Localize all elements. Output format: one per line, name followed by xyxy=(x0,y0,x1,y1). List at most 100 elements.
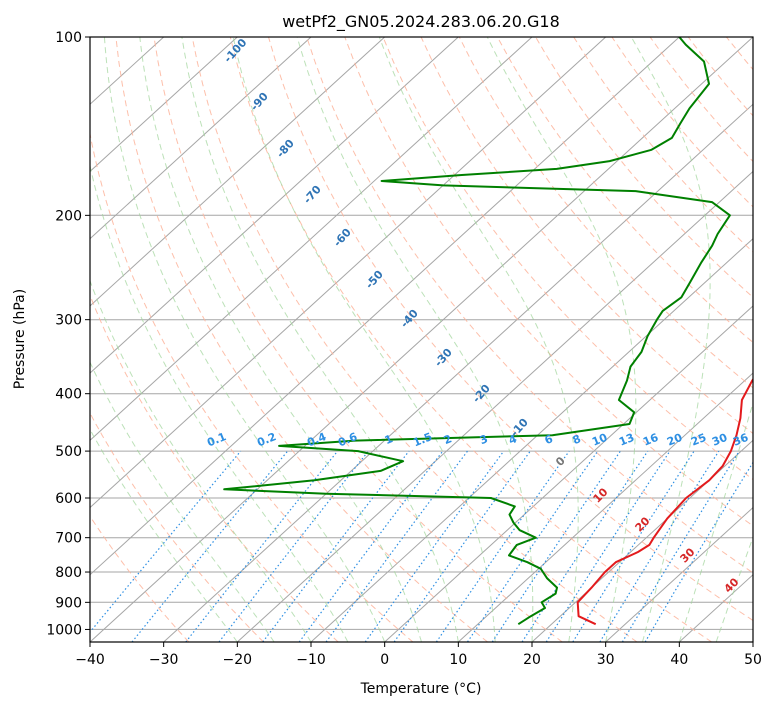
y-tick-label: 300 xyxy=(55,313,82,329)
y-tick-label: 200 xyxy=(55,208,82,224)
dry-adiabat-label: -80 xyxy=(274,137,297,161)
dry-adiabat-line xyxy=(153,37,563,642)
y-tick-label: 400 xyxy=(55,387,82,403)
isotherm-line xyxy=(90,37,753,642)
moist-adiabat-line xyxy=(378,37,579,642)
moist-adiabat-line xyxy=(90,428,238,642)
x-tick-label: −30 xyxy=(149,652,179,668)
dry-adiabat-line xyxy=(90,412,264,642)
y-tick-label: 700 xyxy=(55,531,82,547)
isotherm-line xyxy=(457,372,753,642)
mixing-ratio-label: 10 xyxy=(590,431,609,449)
chart-title: wetPf2_GN05.2024.283.06.20.G18 xyxy=(282,12,560,32)
moist-adiabat-label: 0 xyxy=(553,454,568,469)
dry-adiabat-line xyxy=(306,37,753,574)
y-tick-label: 800 xyxy=(55,565,82,581)
y-tick-label: 100 xyxy=(55,30,82,46)
moist-adiabat-line xyxy=(715,535,753,642)
mixing-ratio-label: 8 xyxy=(571,432,583,447)
isotherm-line xyxy=(752,641,753,642)
y-tick-label: 900 xyxy=(55,595,82,611)
y-tick-label: 600 xyxy=(55,491,82,507)
mixing-ratio-label: 3 xyxy=(478,432,490,447)
moist-adiabat-label: 20 xyxy=(633,514,653,534)
isotherm-line xyxy=(310,237,753,642)
dry-adiabat-line xyxy=(90,515,190,642)
x-axis: −40 −30 −20 −10 0 10 20 30 40 50 xyxy=(75,642,762,668)
dry-adiabat-line xyxy=(420,37,753,435)
isotherm-line xyxy=(90,37,312,240)
mixing-ratio-line xyxy=(435,450,570,642)
isotherm-line xyxy=(90,37,533,442)
dry-adiabat-label: -20 xyxy=(470,382,493,406)
dry-adiabat-line xyxy=(496,37,753,344)
plot-frame xyxy=(89,36,754,643)
mixing-ratio-line xyxy=(621,450,740,642)
isotherm-line xyxy=(384,305,753,642)
dry-adiabat-line xyxy=(649,37,753,163)
isotherm-line xyxy=(90,37,459,374)
isotherm-line xyxy=(90,37,607,509)
mixing-ratio-line xyxy=(393,450,531,642)
x-tick-label: 30 xyxy=(597,652,615,668)
dry-adiabat-label: -100 xyxy=(221,36,249,65)
moist-adiabat-line xyxy=(90,163,349,642)
dry-adiabat-line xyxy=(687,37,753,117)
y-tick-label: 1000 xyxy=(46,622,82,638)
dry-adiabat-line xyxy=(726,37,753,71)
moist-adiabat-line xyxy=(630,37,711,642)
moist-adiabat-line xyxy=(181,37,459,642)
mixing-ratio-label: 13 xyxy=(617,431,636,449)
mixing-ratio-label: 2 xyxy=(442,432,454,447)
dry-adiabat-label: -40 xyxy=(398,307,421,331)
mixing-ratio-line xyxy=(599,450,720,642)
y-axis: 100 200 300 400 500 600 700 800 900 1000 xyxy=(46,30,90,638)
isotherm-line xyxy=(163,103,753,642)
x-tick-label: −40 xyxy=(75,652,105,668)
moist-adiabat-label: 40 xyxy=(722,575,742,595)
mixing-ratio-line xyxy=(325,450,468,642)
dry-adiabat-line xyxy=(382,37,753,481)
mixing-ratio-line xyxy=(545,450,671,642)
mixing-ratio-line xyxy=(218,450,369,642)
mixing-ratio-line xyxy=(262,450,410,642)
mixing-ratio-line xyxy=(90,450,242,633)
mixing-ratio-label: 16 xyxy=(641,431,660,449)
mixing-ratio-line xyxy=(298,450,444,642)
x-tick-label: 50 xyxy=(744,652,762,668)
mixing-ratio-line xyxy=(364,450,505,642)
mixing-ratio-label: 0.6 xyxy=(336,430,359,449)
isotherm-line xyxy=(90,37,680,576)
mixing-ratio-label: 1.5 xyxy=(411,430,434,449)
dry-adiabat-line xyxy=(229,37,712,642)
dry-adiabat-line xyxy=(573,37,753,253)
x-tick-label: −20 xyxy=(223,652,253,668)
moist-adiabat-line xyxy=(139,37,422,642)
temperature-profile xyxy=(576,377,753,626)
dry-adiabat-line xyxy=(344,37,753,527)
x-tick-label: 0 xyxy=(380,652,389,668)
moist-adiabat-line xyxy=(678,401,753,642)
moist-adiabat-line xyxy=(90,361,275,642)
isotherm-line xyxy=(236,170,753,642)
mixing-ratio-line xyxy=(185,450,339,642)
dry-adiabat-line xyxy=(268,37,753,622)
moist-adiabat-label: 30 xyxy=(678,545,698,565)
mixing-ratio-label: 36 xyxy=(731,431,750,449)
mixing-ratio-line xyxy=(572,450,695,642)
isotherm-line xyxy=(90,37,238,173)
isotherm-line xyxy=(90,37,386,307)
dry-adiabat-label: -70 xyxy=(301,183,324,207)
moist-adiabat-line xyxy=(90,279,312,642)
dry-adiabat-line xyxy=(115,37,488,642)
isotherm-line xyxy=(605,506,753,642)
dry-adiabat-line xyxy=(765,37,775,642)
dry-adiabat-line xyxy=(535,37,753,298)
isotherm-line xyxy=(531,439,753,642)
mixing-ratio-line xyxy=(521,450,649,642)
moist-adiabat-label: 10 xyxy=(591,485,611,505)
x-tick-label: −10 xyxy=(296,652,326,668)
mixing-ratio-label: 0.1 xyxy=(205,430,228,449)
x-tick-label: 20 xyxy=(523,652,541,668)
moist-adiabat-line xyxy=(103,37,386,642)
